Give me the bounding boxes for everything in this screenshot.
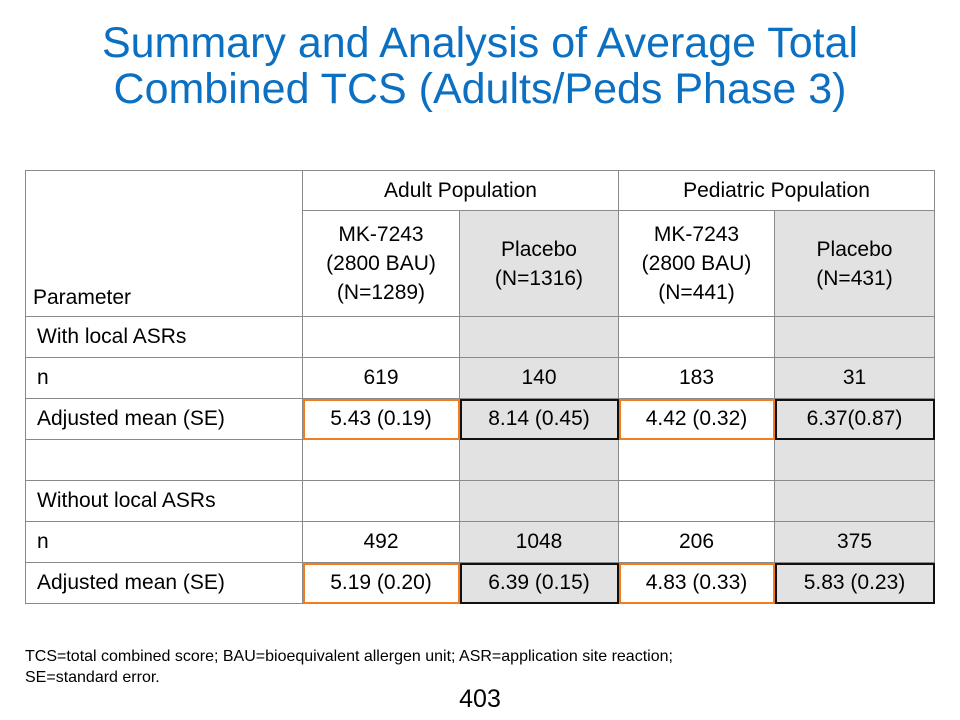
page-number: 403 bbox=[459, 685, 501, 713]
summary-table: Parameter Adult Population Pediatric Pop… bbox=[25, 170, 935, 604]
column-header-line: MK-7243 bbox=[653, 223, 740, 246]
highlighted-cell: 8.14 (0.45) bbox=[459, 398, 619, 440]
highlighted-cell: 4.42 (0.32) bbox=[618, 398, 775, 440]
slide-title: Summary and Analysis of Average Total Co… bbox=[0, 20, 960, 112]
column-header-line: MK-7243 bbox=[338, 223, 424, 246]
row-label: Adjusted mean (SE) bbox=[25, 562, 303, 604]
table-cell: 31 bbox=[774, 357, 935, 399]
row-label: Without local ASRs bbox=[25, 480, 303, 522]
table-row: n 492 1048 206 375 bbox=[25, 521, 935, 563]
table-cell bbox=[302, 439, 460, 481]
slide-title-line-2: Combined TCS (Adults/Peds Phase 3) bbox=[113, 65, 847, 113]
table-cell: 206 bbox=[618, 521, 775, 563]
row-label: With local ASRs bbox=[25, 316, 303, 358]
row-label bbox=[25, 439, 303, 481]
footnote-line-1: TCS=total combined score; BAU=bioequival… bbox=[25, 648, 673, 665]
table-cell: 492 bbox=[302, 521, 460, 563]
column-header-line: (2800 BAU) bbox=[326, 252, 436, 275]
table-row: Adjusted mean (SE) 5.43 (0.19) 8.14 (0.4… bbox=[25, 398, 935, 440]
highlighted-cell: 6.39 (0.15) bbox=[459, 562, 619, 604]
column-header-row: MK-7243 (2800 BAU) (N=1289) Placebo (N=1… bbox=[26, 210, 935, 317]
table-cell bbox=[774, 480, 935, 522]
column-header-line: (N=441) bbox=[658, 281, 735, 304]
column-header-line: (N=431) bbox=[816, 266, 893, 290]
group-header-pediatric: Pediatric Population bbox=[618, 170, 935, 211]
table-row: n 619 140 183 31 bbox=[25, 357, 935, 399]
row-label: Adjusted mean (SE) bbox=[25, 398, 303, 440]
column-header-adult-placebo: Placebo (N=1316) bbox=[459, 210, 619, 317]
highlighted-cell: 4.83 (0.33) bbox=[618, 562, 775, 604]
table-cell bbox=[618, 439, 775, 481]
table-cell bbox=[459, 480, 619, 522]
table-cell bbox=[459, 316, 619, 358]
table-cell bbox=[774, 439, 935, 481]
table-row: Adjusted mean (SE) 5.19 (0.20) 6.39 (0.1… bbox=[25, 562, 935, 604]
column-header-line: Placebo bbox=[501, 237, 577, 261]
parameter-header: Parameter bbox=[25, 170, 303, 317]
table-cell bbox=[302, 316, 460, 358]
column-header-pediatric-placebo: Placebo (N=431) bbox=[774, 210, 935, 317]
column-header-pediatric-mk7243: MK-7243 (2800 BAU) (N=441) bbox=[618, 210, 775, 317]
highlighted-cell: 5.83 (0.23) bbox=[774, 562, 935, 604]
highlighted-cell: 5.19 (0.20) bbox=[302, 562, 460, 604]
table-row: Without local ASRs bbox=[25, 480, 935, 522]
slide-title-line-1: Summary and Analysis of Average Total bbox=[101, 19, 859, 67]
column-header-adult-mk7243: MK-7243 (2800 BAU) (N=1289) bbox=[302, 210, 460, 317]
table-row: With local ASRs bbox=[25, 316, 935, 358]
table-cell: 1048 bbox=[459, 521, 619, 563]
table-cell bbox=[618, 316, 775, 358]
table-cell bbox=[618, 480, 775, 522]
table-cell: 375 bbox=[774, 521, 935, 563]
column-header-line: (2800 BAU) bbox=[641, 252, 752, 275]
table-cell bbox=[302, 480, 460, 522]
table-cell: 619 bbox=[302, 357, 460, 399]
table-cell: 183 bbox=[618, 357, 775, 399]
table-row bbox=[25, 439, 935, 481]
group-header-adult: Adult Population bbox=[302, 170, 619, 211]
group-header-row: Parameter Adult Population Pediatric Pop… bbox=[25, 170, 935, 317]
footnote: TCS=total combined score; BAU=bioequival… bbox=[25, 646, 925, 688]
column-header-line: (N=1316) bbox=[494, 266, 584, 290]
row-label: n bbox=[25, 357, 303, 399]
row-label: n bbox=[25, 521, 303, 563]
column-header-line: Placebo bbox=[816, 237, 893, 261]
table-cell bbox=[774, 316, 935, 358]
highlighted-cell: 6.37(0.87) bbox=[774, 398, 935, 440]
table-cell: 140 bbox=[459, 357, 619, 399]
table-cell bbox=[459, 439, 619, 481]
column-header-line: (N=1289) bbox=[336, 281, 426, 304]
footnote-line-2: SE=standard error. bbox=[25, 669, 160, 686]
highlighted-cell: 5.43 (0.19) bbox=[302, 398, 460, 440]
